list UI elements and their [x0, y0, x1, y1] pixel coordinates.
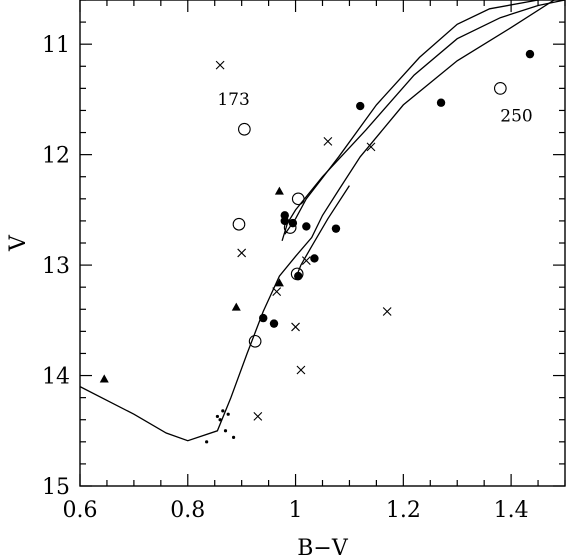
small-dot-point: [215, 414, 220, 419]
x-tick-label: 1.4: [494, 498, 529, 523]
open-circle-point: [248, 334, 262, 348]
open-circle-point: [493, 82, 507, 95]
cross-point: [301, 256, 311, 266]
cross-point: [382, 307, 392, 316]
small-dot-point: [221, 409, 225, 413]
open-circle-point: [232, 217, 246, 231]
cross-stroke: [296, 365, 306, 375]
filled-triangle-point: [231, 302, 241, 311]
y-tick-label: 13: [42, 254, 70, 279]
open-circle-point: [238, 122, 251, 136]
small-dot-point: [223, 429, 228, 433]
y-tick-label: 14: [42, 365, 70, 390]
annotation-label: 173: [217, 90, 249, 110]
isochrone-curve: [294, 185, 350, 279]
filled-circle-point: [436, 98, 446, 107]
cross-point: [296, 365, 306, 375]
y-tick-label: 15: [42, 475, 70, 500]
cross-point: [253, 412, 263, 421]
isochrone-curve: [281, 0, 565, 241]
cross-point: [215, 60, 225, 70]
cross-stroke: [237, 248, 247, 258]
x-tick-label: 0.8: [170, 498, 205, 523]
small-dot-point: [218, 418, 222, 422]
filled-circle-point: [259, 313, 268, 323]
open-circle-point: [291, 192, 305, 206]
small-dot-point: [226, 412, 230, 416]
axis-tick-labels: 0.6 0.8 1 1.2 1.4 11 12 13 14 15: [42, 33, 529, 523]
isochrone-curve: [284, 0, 539, 235]
cross-point: [323, 136, 333, 146]
y-tick-label: 11: [42, 33, 70, 58]
open-circle-point: [290, 267, 304, 281]
filled-circle-point: [310, 254, 319, 263]
cross-stroke: [215, 60, 225, 70]
x-axis-title: B−V: [297, 536, 349, 559]
cross-stroke: [366, 142, 376, 152]
open-circle-point: [283, 221, 297, 234]
x-tick-label: 1: [289, 498, 303, 523]
x-tick-label: 1.2: [386, 498, 421, 523]
cross-stroke: [291, 322, 300, 332]
cross-stroke: [382, 307, 392, 316]
cross-point: [272, 287, 282, 296]
filled-triangle-point: [274, 278, 284, 287]
cross-stroke: [272, 287, 282, 296]
filled-circle-point: [525, 49, 535, 59]
cross-point: [237, 248, 247, 258]
annotation-label: 250: [500, 107, 532, 127]
filled-triangle-point: [274, 186, 284, 195]
small-dot-point: [205, 440, 209, 444]
cross-point: [291, 322, 300, 332]
plot-area: [80, 0, 565, 444]
x-tick-label: 0.6: [63, 498, 98, 523]
filled-circle-point: [302, 222, 311, 231]
filled-triangle-point: [99, 374, 109, 383]
axis-ticks: [79, 0, 566, 487]
y-tick-label: 12: [42, 144, 70, 169]
cross-point: [366, 142, 376, 152]
filled-circle-point: [280, 216, 289, 226]
small-dot-point: [231, 435, 236, 439]
cross-stroke: [301, 256, 311, 266]
annotations: 173 250: [217, 90, 532, 127]
filled-circle-point: [356, 101, 365, 111]
y-axis-title: V: [6, 234, 31, 252]
filled-circle-point: [331, 224, 341, 233]
cross-stroke: [323, 136, 333, 146]
isochrone-curve: [80, 0, 555, 442]
cross-stroke: [253, 412, 263, 421]
filled-circle-point: [269, 319, 279, 328]
